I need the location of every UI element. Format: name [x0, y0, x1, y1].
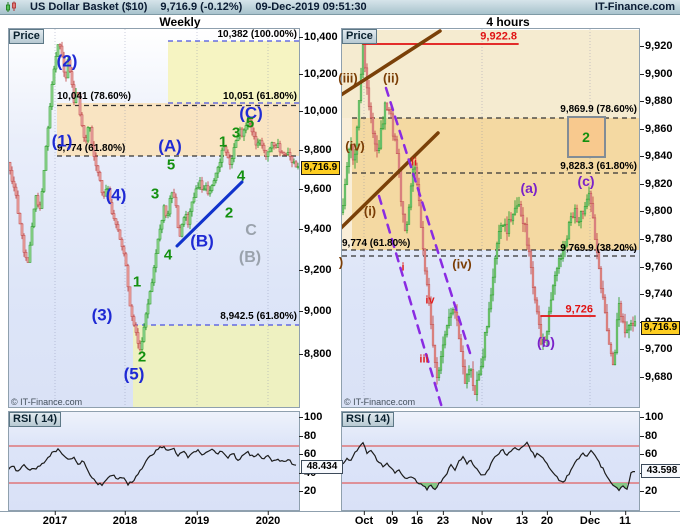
y-axis-tick: 9,800	[299, 144, 332, 156]
y-axis-tick: 9,600	[299, 183, 332, 195]
y-axis-tick: 9,760	[640, 261, 673, 273]
time-axis-strip[interactable]	[0, 511, 680, 528]
rsi-badge-right: RSI ( 14)	[342, 412, 395, 427]
current-price-box-right: 9,716.9	[641, 321, 680, 336]
rsi-axis-tick: 100	[640, 411, 663, 423]
rsi-axis-tick: 60	[640, 448, 657, 460]
rsi-value-box-left: 48.434	[301, 459, 343, 474]
price-badge-right: Price	[342, 29, 377, 44]
candlestick-icon	[5, 1, 17, 13]
left-pane-title: Weekly	[159, 15, 201, 29]
quote-datetime: 09-Dec-2019 09:51:30	[255, 1, 367, 13]
y-axis-tick: 9,840	[640, 150, 673, 162]
copyright-right: © IT-Finance.com	[344, 397, 416, 407]
title-bar[interactable]: US Dollar Basket ($10) 9,716.9 (-0.12%) …	[0, 0, 680, 15]
last-price: 9,716.9 (-0.12%)	[160, 1, 243, 13]
instrument-name: US Dollar Basket ($10)	[30, 1, 148, 13]
y-axis-tick: 10,400	[299, 31, 338, 43]
weekly-price-chart-canvas	[9, 29, 299, 407]
rsi-badge-left: RSI ( 14)	[9, 412, 62, 427]
y-axis-tick: 9,000	[299, 305, 332, 317]
y-axis-tick: 9,820	[640, 178, 673, 190]
y-axis-tick: 9,700	[640, 343, 673, 355]
y-axis-tick: 9,800	[640, 205, 673, 217]
rsi-axis-tick: 100	[299, 411, 322, 423]
rsi-axis-tick: 20	[299, 485, 316, 497]
y-axis-tick: 10,000	[299, 105, 338, 117]
rsi-axis-tick: 80	[640, 430, 657, 442]
y-axis-tick: 9,400	[299, 223, 332, 235]
4h-rsi-chart[interactable]	[341, 411, 640, 511]
4h-price-chart[interactable]	[341, 28, 640, 408]
rsi-axis-tick: 20	[640, 485, 657, 497]
y-axis-tick: 9,200	[299, 264, 332, 276]
current-price-box-left: 9,716.9	[301, 160, 340, 175]
right-pane-title: 4 hours	[486, 15, 530, 29]
y-axis-tick: 9,780	[640, 233, 673, 245]
brand-text: IT-Finance.com	[594, 1, 675, 13]
4h-price-chart-canvas	[342, 29, 639, 407]
y-axis-tick: 9,740	[640, 288, 673, 300]
y-axis-tick: 9,860	[640, 123, 673, 135]
y-axis-tick: 9,920	[640, 40, 673, 52]
y-axis-tick: 10,200	[299, 68, 338, 80]
rsi-axis-tick: 80	[299, 430, 316, 442]
weekly-price-chart[interactable]	[8, 28, 300, 408]
weekly-rsi-chart-canvas	[9, 445, 299, 487]
rsi-value-box-right: 43.598	[641, 464, 680, 479]
price-badge-left: Price	[9, 29, 44, 44]
copyright-left: © IT-Finance.com	[11, 397, 83, 407]
y-axis-tick: 9,880	[640, 95, 673, 107]
y-axis-tick: 8,800	[299, 348, 332, 360]
weekly-rsi-chart[interactable]	[8, 411, 300, 511]
y-axis-tick: 9,900	[640, 68, 673, 80]
rsi-axis-tick: 60	[299, 448, 316, 460]
4h-rsi-chart-canvas	[342, 441, 639, 492]
y-axis-tick: 9,680	[640, 371, 673, 383]
